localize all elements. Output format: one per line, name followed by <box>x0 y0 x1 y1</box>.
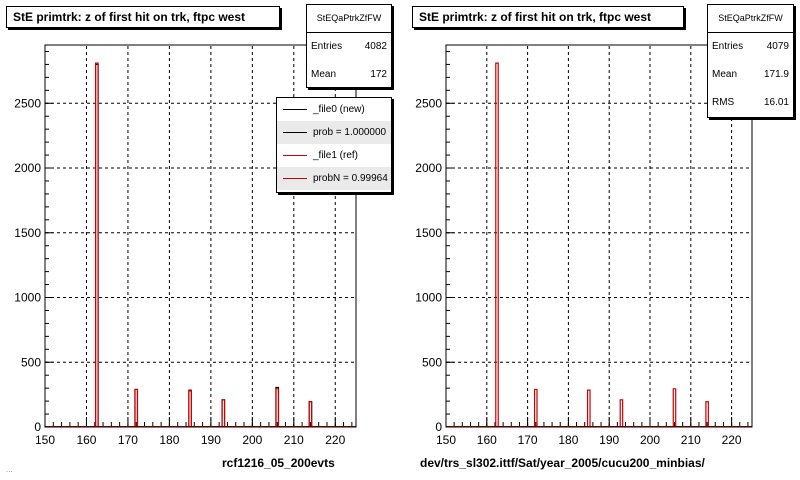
footer-text: ... <box>6 465 13 474</box>
right-stats-mean-row: Mean 171.9 <box>708 61 793 89</box>
x-tick-label: 210 <box>681 433 701 447</box>
legend-line-prob <box>283 132 307 133</box>
y-tick-label: 1500 <box>415 226 442 240</box>
left-stats-entries-row: Entries 4082 <box>307 33 391 61</box>
left-histogram-title: StE primtrk: z of first hit on trk, ftpc… <box>6 6 280 28</box>
x-tick-label: 190 <box>201 433 221 447</box>
right-stats-rms-row: RMS 16.01 <box>708 89 793 117</box>
legend-line-file0 <box>283 109 307 110</box>
right-caption: dev/trs_sl302.ittf/Sat/year_2005/cucu200… <box>420 456 705 470</box>
y-tick-label: 1500 <box>14 226 41 240</box>
x-tick-label: 160 <box>477 433 497 447</box>
left-stats-mean-row: Mean 172 <box>307 61 391 87</box>
right-stats-entries-label: Entries <box>712 41 744 52</box>
x-tick-label: 160 <box>76 433 96 447</box>
x-tick-label: 150 <box>35 433 55 447</box>
legend-entry-probn: probN = 0.99964 <box>277 167 391 190</box>
right-stats-rms-label: RMS <box>712 97 735 108</box>
legend-line-file1 <box>283 155 307 156</box>
left-stats-mean-value: 172 <box>370 69 387 80</box>
histogram-bar-series-0 <box>672 388 677 427</box>
y-tick-label: 1000 <box>14 291 41 305</box>
right-stats-box: StEQaPtrkZfFW Entries 4079 Mean 171.9 RM… <box>707 4 794 118</box>
y-tick-label: 2000 <box>14 161 41 175</box>
x-tick-label: 180 <box>558 433 578 447</box>
histogram-bar-series-1 <box>221 399 226 427</box>
histogram-bar-series-0 <box>495 62 499 427</box>
left-legend: _file0 (new) prob = 1.000000 _file1 (ref… <box>276 97 392 193</box>
x-tick-label: 170 <box>118 433 138 447</box>
right-stats-rms-value: 16.01 <box>763 97 789 108</box>
x-tick-label: 170 <box>518 433 538 447</box>
plot-frame <box>44 44 357 428</box>
legend-entry-prob: prob = 1.000000 <box>277 121 391 144</box>
right-stats-mean-label: Mean <box>712 69 738 80</box>
right-stats-entries-row: Entries 4079 <box>708 33 793 61</box>
x-tick-label: 180 <box>159 433 179 447</box>
right-stats-mean-value: 171.9 <box>763 69 789 80</box>
x-tick-label: 220 <box>325 433 345 447</box>
right-histogram-title: StE primtrk: z of first hit on trk, ftpc… <box>412 6 684 28</box>
legend-label-prob: prob = 1.000000 <box>313 127 387 138</box>
plot-frame <box>445 44 753 428</box>
x-tick-label: 220 <box>722 433 742 447</box>
legend-label-file1: _file1 (ref) <box>313 150 359 161</box>
x-tick-label: 210 <box>284 433 304 447</box>
legend-line-probn <box>283 178 307 179</box>
y-tick-label: 2000 <box>415 161 442 175</box>
legend-entry-file0: _file0 (new) <box>277 98 391 121</box>
left-stats-name: StEQaPtrkZfFW <box>307 5 391 33</box>
histogram-bar-series-0 <box>619 399 624 427</box>
histogram-bar-series-1 <box>275 388 280 427</box>
histogram-bar-series-0 <box>533 388 538 427</box>
left-stats-entries-value: 4082 <box>364 41 387 52</box>
y-tick-label: 2500 <box>14 96 41 110</box>
legend-label-file0: _file0 (new) <box>313 104 365 115</box>
histogram-bar-series-1 <box>94 62 99 427</box>
y-tick-label: 0 <box>435 420 442 434</box>
y-tick-label: 2500 <box>415 96 442 110</box>
histogram-bar-series-1 <box>134 388 139 427</box>
y-tick-label: 500 <box>422 355 442 369</box>
left-stats-box: StEQaPtrkZfFW Entries 4082 Mean 172 <box>306 4 392 88</box>
left-stats-entries-label: Entries <box>311 41 343 52</box>
histogram-bar-series-1 <box>188 389 192 427</box>
x-tick-label: 150 <box>436 433 456 447</box>
right-stats-name: StEQaPtrkZfFW <box>708 5 793 33</box>
right-stats-entries-value: 4079 <box>766 41 789 52</box>
left-stats-mean-label: Mean <box>311 69 337 80</box>
histogram-bar-series-0 <box>705 401 709 427</box>
x-tick-label: 190 <box>599 433 619 447</box>
legend-label-probn: probN = 0.99964 <box>313 173 388 184</box>
x-tick-label: 200 <box>242 433 262 447</box>
left-caption: rcf1216_05_200evts <box>222 456 335 470</box>
legend-entry-file1: _file1 (ref) <box>277 144 391 167</box>
histogram-bar-series-0 <box>586 389 591 427</box>
histogram-bar-series-1 <box>308 401 313 427</box>
y-tick-label: 1000 <box>415 291 442 305</box>
x-tick-label: 200 <box>640 433 660 447</box>
y-tick-label: 0 <box>34 420 41 434</box>
y-tick-label: 500 <box>21 355 41 369</box>
